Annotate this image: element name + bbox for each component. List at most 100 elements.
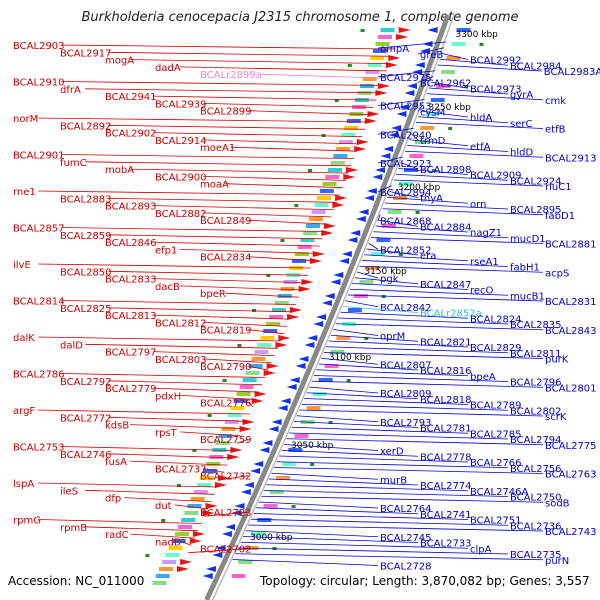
left-gene-leader — [38, 117, 368, 123]
right-gene-leader — [284, 444, 379, 451]
feature-block — [303, 231, 318, 235]
left-gene-label: dut — [155, 501, 172, 512]
reverse-gene-arrow — [280, 398, 291, 404]
reverse-gene-arrow — [366, 188, 377, 194]
left-gene-leader — [130, 424, 244, 429]
right-gene-label: greB — [420, 50, 443, 61]
left-gene-leader — [180, 541, 192, 546]
feature-block — [224, 420, 239, 424]
right-gene-label: BCAL2745 — [380, 533, 432, 544]
left-gene-leader — [225, 292, 299, 298]
right-gene-label: BCAL2785 — [470, 429, 522, 440]
right-gene-leader — [377, 219, 419, 227]
right-gene-label: mucB1 — [510, 291, 545, 302]
feature-block — [190, 497, 205, 501]
left-gene-leader — [108, 197, 337, 203]
right-gene-leader — [318, 363, 419, 371]
left-gene-label: kdsB — [105, 421, 129, 432]
reverse-gene-arrow — [333, 272, 344, 278]
forward-gene-arrow — [398, 27, 411, 33]
feature-block — [158, 567, 173, 571]
right-gene-label: BCAL2801 — [545, 383, 597, 394]
right-gene-leader — [356, 271, 379, 279]
left-gene-leader — [130, 59, 390, 64]
right-gene-leader — [338, 317, 509, 325]
right-gene-label: BCAL2962 — [420, 79, 472, 90]
tick-mark — [346, 379, 351, 382]
right-gene-label: serC — [510, 119, 532, 130]
reverse-gene-arrow — [221, 531, 232, 537]
left-gene-leader — [61, 44, 396, 50]
left-gene-leader — [130, 533, 195, 539]
feature-block — [330, 161, 345, 165]
feature-block — [274, 301, 289, 305]
feature-block — [372, 49, 387, 53]
right-gene-leader — [301, 403, 509, 411]
left-gene-leader — [153, 278, 305, 283]
feature-block — [333, 154, 348, 158]
reverse-gene-arrow — [298, 356, 309, 362]
tick-mark — [294, 204, 299, 207]
feature-block — [174, 532, 189, 536]
right-gene-label: BCAL2894 — [380, 188, 432, 199]
feature-block — [230, 406, 245, 410]
right-gene-label: rluC1 — [545, 182, 572, 193]
feature-block — [203, 469, 218, 473]
right-gene-leader — [258, 501, 379, 509]
feature-block — [233, 399, 248, 403]
right-gene-leader — [373, 231, 509, 239]
left-gene-leader — [230, 146, 357, 152]
right-gene-label: rseA1 — [470, 257, 499, 268]
right-gene-label: BCAL2829 — [470, 343, 522, 354]
reverse-gene-arrow — [396, 111, 407, 117]
forward-gene-arrow — [263, 370, 276, 376]
feature-block — [378, 35, 393, 39]
reverse-gene-arrow — [212, 552, 223, 558]
left-gene-leader — [203, 468, 225, 473]
forward-gene-arrow — [289, 307, 302, 313]
left-gene-leader — [203, 212, 332, 218]
left-gene-leader — [248, 219, 329, 225]
feature-block — [319, 189, 334, 193]
feature-block — [269, 315, 284, 319]
tick-mark — [328, 421, 333, 424]
right-gene-leader — [387, 196, 469, 204]
reverse-gene-arrow — [289, 377, 300, 383]
feature-block — [184, 511, 199, 515]
tick-mark — [291, 505, 296, 508]
forward-gene-arrow — [364, 118, 377, 124]
feature-block — [294, 252, 309, 256]
right-gene-label: BCAL2868 — [380, 217, 432, 228]
feature-block — [324, 364, 339, 368]
feature-block — [325, 175, 340, 179]
left-gene-leader — [38, 190, 340, 196]
right-gene-label: etfB — [545, 125, 566, 136]
reverse-gene-arrow — [419, 48, 430, 54]
feature-block — [336, 336, 351, 340]
feature-block — [314, 203, 329, 207]
right-gene-leader — [286, 438, 544, 446]
right-gene-label: BCAL2924 — [510, 176, 562, 187]
feature-block — [322, 182, 337, 186]
left-gene-leader — [180, 431, 241, 437]
tick-mark — [251, 309, 256, 312]
forward-gene-arrow — [214, 482, 227, 488]
right-gene-leader — [326, 346, 509, 354]
left-gene-leader — [203, 176, 346, 181]
feature-block — [248, 364, 263, 368]
right-gene-leader — [350, 288, 509, 296]
right-gene-label: ompA — [380, 44, 409, 55]
left-gene-label: radC — [105, 530, 129, 541]
left-gene-leader — [108, 416, 247, 422]
right-gene-label: BCAL2881 — [545, 240, 597, 251]
right-gene-label: BCAL2764 — [380, 504, 432, 515]
right-gene-leader — [441, 53, 469, 60]
forward-gene-arrow — [346, 167, 359, 173]
right-gene-leader — [428, 87, 509, 95]
right-gene-leader — [384, 202, 509, 210]
reverse-gene-arrow — [316, 314, 327, 320]
reverse-gene-arrow — [380, 153, 391, 159]
forward-gene-arrow — [298, 286, 311, 292]
tick-mark — [161, 519, 166, 522]
